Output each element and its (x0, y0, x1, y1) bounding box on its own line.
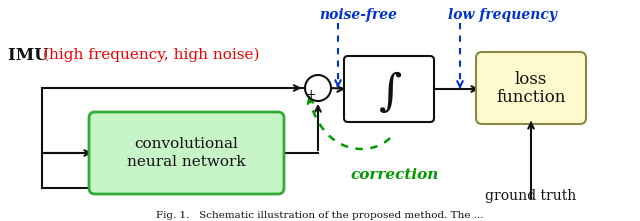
Text: correction: correction (351, 168, 439, 182)
Text: ∫: ∫ (380, 70, 403, 114)
Text: neural network: neural network (127, 155, 246, 169)
Text: ground truth: ground truth (485, 189, 577, 203)
Text: noise-free: noise-free (319, 8, 397, 22)
FancyBboxPatch shape (476, 52, 586, 124)
Text: (high frequency, high noise): (high frequency, high noise) (43, 48, 259, 62)
Text: Fig. 1.   Schematic illustration of the proposed method. The ...: Fig. 1. Schematic illustration of the pr… (156, 210, 484, 219)
Text: +: + (305, 88, 316, 101)
Text: low frequency: low frequency (447, 8, 557, 22)
FancyBboxPatch shape (89, 112, 284, 194)
Text: IMU: IMU (8, 46, 54, 63)
Text: function: function (496, 88, 566, 105)
Text: convolutional: convolutional (134, 137, 239, 151)
Text: loss: loss (515, 70, 547, 88)
FancyBboxPatch shape (344, 56, 434, 122)
